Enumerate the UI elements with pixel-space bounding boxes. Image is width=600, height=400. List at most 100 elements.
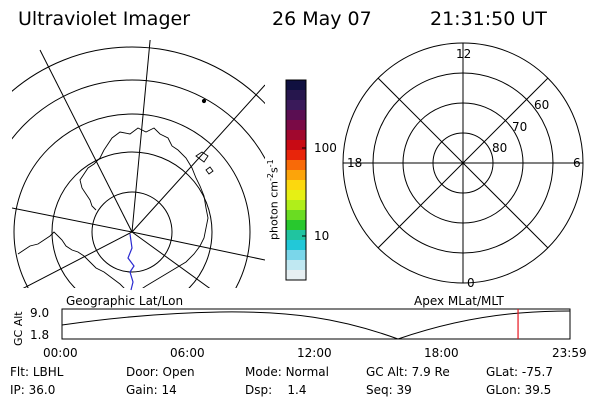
geo-lat-circle xyxy=(12,79,265,160)
geo-lat-circle xyxy=(51,151,213,288)
mlt-label-18: 18 xyxy=(347,156,363,170)
flt-value: LBHL xyxy=(32,365,64,379)
dsp-value: 1.4 xyxy=(287,383,307,397)
colorbar-label: photon cm-2s-1 xyxy=(266,159,281,240)
gcalt-field: GC Alt: 7.9 Re xyxy=(366,365,450,379)
colorbar-frame xyxy=(285,79,307,281)
colorbar-segment xyxy=(286,90,306,101)
date-label: 26 May 07 xyxy=(272,8,372,30)
ip-value: 36.0 xyxy=(28,383,56,397)
colorbar-label-s: s xyxy=(267,167,281,174)
colorbar-label-exp2: -1 xyxy=(266,159,275,168)
dsp-label: Dsp: xyxy=(245,383,273,397)
seq-label: Seq: xyxy=(366,383,393,397)
gain-field: Gain: 14 xyxy=(126,383,177,397)
colorbar-segment xyxy=(286,250,306,261)
colorbar-segment xyxy=(286,180,306,191)
geo-caption: Geographic Lat/Lon xyxy=(66,294,184,308)
mlt-label-12: 12 xyxy=(456,47,472,61)
mlt-label-6: 6 xyxy=(573,156,581,170)
xtick-1200: 12:00 xyxy=(297,346,332,360)
colorbar-segment xyxy=(286,220,306,231)
colorbar-label-exp1: -2 xyxy=(266,173,275,182)
glon-field: GLon: 39.5 xyxy=(486,383,551,397)
geo-meridian xyxy=(131,231,265,261)
geo-lat-circle xyxy=(12,46,265,105)
door-field: Door: Open xyxy=(126,365,195,379)
flt-field: Flt: LBHL xyxy=(10,365,63,379)
geo-meridian xyxy=(12,207,133,233)
geo-lat-circle xyxy=(91,191,173,273)
spacecraft-track xyxy=(127,233,135,291)
ip-field: IP: 36.0 xyxy=(10,383,55,397)
gc-alt-axis-label: GC Alt xyxy=(12,311,25,346)
colorbar-label-text: photon cm xyxy=(267,181,281,240)
colorbar-tick-10: 10 xyxy=(314,229,330,243)
mode-value: Normal xyxy=(285,365,329,379)
geo-meridian xyxy=(22,231,133,288)
apex-caption: Apex MLat/MLT xyxy=(414,294,504,308)
altitude-plot xyxy=(61,308,571,340)
colorbar-segment xyxy=(286,190,306,201)
geo-meridian xyxy=(131,84,265,233)
gain-value: 14 xyxy=(161,383,177,397)
colorbar-segment xyxy=(286,130,306,141)
colorbar-segment xyxy=(286,150,306,161)
door-value: Open xyxy=(162,365,195,379)
ytick-9: 9.0 xyxy=(30,306,50,320)
gain-label: Gain: xyxy=(126,383,158,397)
glon-value: 39.5 xyxy=(524,383,552,397)
geo-meridian xyxy=(131,231,211,288)
colorbar-segment xyxy=(286,270,306,281)
flt-label: Flt: xyxy=(10,365,29,379)
time-label: 21:31:50 UT xyxy=(430,8,547,30)
mode-field: Mode: Normal xyxy=(245,365,329,379)
seq-value: 39 xyxy=(396,383,412,397)
geographic-map xyxy=(12,40,265,291)
colorbar-segment xyxy=(286,200,306,211)
instrument-title: Ultraviolet Imager xyxy=(18,8,191,30)
apex-map xyxy=(342,42,584,284)
ip-label: IP: xyxy=(10,383,25,397)
colorbar-segment xyxy=(286,110,306,121)
colorbar-segment xyxy=(286,140,306,151)
dsp-field: Dsp: 1.4 xyxy=(245,383,307,397)
colorbar-segment xyxy=(286,260,306,271)
geo-lat-circle xyxy=(13,113,251,288)
glat-value: -75.7 xyxy=(521,365,553,379)
colorbar xyxy=(285,79,307,281)
mlat-label-80: 80 xyxy=(492,141,508,155)
colorbar-segment xyxy=(286,100,306,111)
geo-meridian xyxy=(39,49,133,233)
antarctica-coastline xyxy=(17,127,209,288)
glat-field: GLat: -75.7 xyxy=(486,365,553,379)
glat-label: GLat: xyxy=(486,365,519,379)
ytick-1-8: 1.8 xyxy=(30,328,50,342)
altitude-plot-frame xyxy=(61,308,571,340)
glon-label: GLon: xyxy=(486,383,521,397)
xtick-1800: 18:00 xyxy=(424,346,459,360)
xtick-2359: 23:59 xyxy=(552,346,587,360)
mlat-label-70: 70 xyxy=(512,120,528,134)
colorbar-segment xyxy=(286,240,306,251)
colorbar-segment xyxy=(286,170,306,181)
mlat-label-60: 60 xyxy=(534,98,550,112)
colorbar-segment xyxy=(286,210,306,221)
xtick-0000: 00:00 xyxy=(43,346,78,360)
colorbar-tick-100: 100 xyxy=(314,141,337,155)
altitude-curve xyxy=(61,310,571,340)
seq-field: Seq: 39 xyxy=(366,383,412,397)
door-label: Door: xyxy=(126,365,159,379)
mlt-label-0: 0 xyxy=(467,276,475,290)
colorbar-segment xyxy=(286,160,306,171)
colorbar-segment xyxy=(286,120,306,131)
island-dot xyxy=(201,98,207,104)
mlt-line-diag2 xyxy=(377,77,549,249)
island-outline xyxy=(195,151,214,175)
xtick-0600: 06:00 xyxy=(170,346,205,360)
geo-meridian xyxy=(131,40,151,233)
mode-label: Mode: xyxy=(245,365,282,379)
colorbar-segment xyxy=(286,230,306,241)
gcalt-value: 7.9 Re xyxy=(411,365,450,379)
